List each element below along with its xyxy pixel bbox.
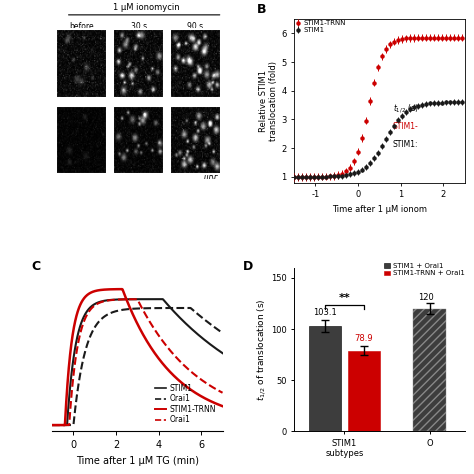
Text: **: ** [338,293,350,303]
Bar [309,326,341,431]
Text: B: B [256,3,266,16]
Text: C: C [32,260,41,273]
Text: 30 s: 30 s [131,22,147,31]
Text: 90 s: 90 s [187,22,203,31]
Bar [413,309,446,431]
Text: STIM1-: STIM1- [393,122,419,131]
Bar [347,351,380,431]
Text: 1 μM ionomycin: 1 μM ionomycin [112,3,179,12]
Text: 103.1: 103.1 [313,308,337,317]
Legend: STIM1-TRNN, STIM1: STIM1-TRNN, STIM1 [295,20,346,33]
Text: 78.9: 78.9 [355,335,373,344]
Legend: STIM1, Orai1, STIM1-TRNN, Orai1: STIM1, Orai1, STIM1-TRNN, Orai1 [152,381,219,428]
Text: 120: 120 [418,293,434,302]
Text: before: before [69,22,93,31]
X-axis label: Time after 1 μM TG (min): Time after 1 μM TG (min) [76,456,199,466]
Y-axis label: $t_{1/2}$ of translocation (s): $t_{1/2}$ of translocation (s) [255,298,268,401]
Legend: STIM1 + Orai1, STIM1-TRNN + Orai1: STIM1 + Orai1, STIM1-TRNN + Orai1 [383,263,465,276]
Text: TIRF: TIRF [203,172,219,181]
Text: $t_{1/2}$ (s): $t_{1/2}$ (s) [393,102,419,115]
Y-axis label: Relative STIM1
translocation (fold): Relative STIM1 translocation (fold) [259,61,278,141]
Text: STIM1:: STIM1: [393,140,419,149]
X-axis label: Time after 1 μM ionom: Time after 1 μM ionom [332,205,427,214]
Text: D: D [243,260,253,273]
